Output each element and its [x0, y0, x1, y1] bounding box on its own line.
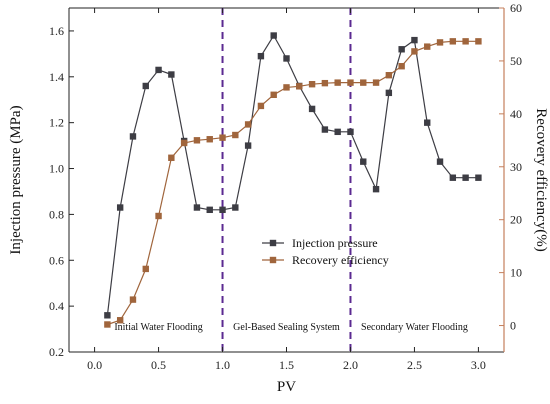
- y-right-tick-label: 50: [510, 54, 522, 68]
- series-2-point: [283, 84, 290, 91]
- phase-dividers: [221, 8, 352, 352]
- x-tick-label: 3.0: [471, 358, 486, 372]
- series-2-point: [308, 81, 316, 88]
- series-1-point: [219, 206, 226, 214]
- series-1-point: [270, 32, 277, 39]
- series-layer: [104, 32, 482, 328]
- series-1-point: [155, 66, 162, 74]
- series-line-2: [107, 40, 479, 326]
- series-2-point: [257, 102, 265, 110]
- series-1-point: [385, 89, 393, 97]
- series-1-point: [168, 71, 175, 78]
- series-1-point: [321, 126, 329, 133]
- series-1-point: [462, 174, 469, 181]
- series-2-point: [334, 79, 341, 86]
- phase-label-2: Gel-Based Sealing System: [233, 322, 340, 333]
- y-right-tick-label: 0: [510, 319, 516, 333]
- x-tick-label: 2.0: [343, 358, 358, 372]
- series-2-point: [398, 63, 405, 70]
- series-2-point: [385, 72, 393, 79]
- series-1-point: [360, 158, 367, 165]
- labels-layer: 0.0 0.5 1.0 1.5 2.0 2.5 3.0 0.2 0.4 0.6 0.8 1.0 1.2 1…: [8, 1, 549, 395]
- series-2-point: [244, 121, 252, 128]
- series-1-point: [308, 105, 316, 113]
- x-tick-label: 2.5: [407, 358, 422, 372]
- series-1-point: [116, 204, 124, 211]
- series-2-point: [206, 136, 213, 143]
- y-left-tick-label: 0.2: [49, 345, 64, 359]
- x-tick-label: 1.0: [215, 358, 230, 372]
- series-2-point: [232, 131, 239, 139]
- series-1-point: [347, 128, 354, 136]
- x-tick-label: 0.0: [87, 358, 102, 372]
- series-2-point: [462, 38, 469, 45]
- y-axis-right-title: Recovery efficiency(%): [533, 108, 549, 251]
- series-1-point: [372, 185, 380, 193]
- y-left-tick-label: 0.6: [49, 253, 64, 267]
- series-1-point: [436, 158, 444, 165]
- y-left-tick-label: 1.6: [49, 24, 64, 38]
- y-right-tick-label: 60: [510, 1, 522, 15]
- x-tick-label: 0.5: [151, 358, 166, 372]
- series-2-point: [193, 137, 201, 144]
- y-right-tick-label: 30: [510, 160, 522, 174]
- series-2-point: [424, 43, 431, 50]
- series-1-point: [206, 206, 213, 214]
- x-tick-label: 1.5: [279, 358, 294, 372]
- series-2-point: [347, 79, 354, 86]
- series-1-point: [334, 128, 341, 136]
- series-2-point: [411, 48, 418, 55]
- series-2-point: [155, 212, 162, 220]
- y-axis-left-title: Injection pressure (MPa): [8, 105, 24, 254]
- series-2-point: [372, 79, 380, 86]
- series-2-point: [168, 154, 175, 161]
- series-2-point: [270, 91, 277, 98]
- series-2-point: [360, 79, 367, 86]
- series-1-point: [283, 55, 290, 62]
- series-2-point: [321, 79, 329, 87]
- series-1-point: [232, 204, 239, 211]
- legend-label-1: Injection pressure: [292, 236, 378, 250]
- series-2-point: [296, 83, 303, 90]
- series-line-1: [106, 34, 479, 316]
- legend-label-2: Recovery efficiency: [292, 253, 389, 267]
- legend-marker-1: [269, 239, 277, 247]
- series-2-point: [180, 139, 188, 147]
- series-1-point: [257, 52, 265, 60]
- y-right-tick-label: 40: [510, 107, 522, 121]
- y-left-tick-label: 1.0: [49, 162, 64, 176]
- series-1-point: [424, 119, 431, 126]
- y-left-tick-label: 0.4: [49, 299, 64, 313]
- y-left-tick-label: 0.8: [49, 207, 64, 221]
- y-left-tick-label: 1.2: [49, 116, 64, 130]
- series-2-point: [142, 265, 149, 273]
- series-2-point: [475, 38, 482, 45]
- series-1-point: [449, 174, 457, 181]
- legend: Injection pressure Recovery efficiency: [262, 236, 389, 267]
- phase-label-1: Initial Water Flooding: [114, 322, 202, 333]
- series-2-point: [104, 321, 111, 328]
- series-1-point: [475, 174, 482, 181]
- series-1-point: [142, 82, 149, 90]
- series-2-point: [129, 296, 137, 303]
- series-1-point: [411, 36, 418, 44]
- series-2-point: [449, 38, 457, 45]
- x-axis-title: PV: [277, 379, 296, 395]
- y-right-tick-label: 10: [510, 266, 522, 280]
- axis-ticks: [69, 7, 504, 353]
- phase-label-3: Secondary Water Flooding: [361, 322, 468, 333]
- series-1-point: [398, 46, 405, 53]
- series-2-point: [116, 317, 124, 324]
- series-2-point: [436, 39, 444, 46]
- y-left-tick-label: 1.4: [49, 70, 64, 84]
- series-1-point: [129, 133, 137, 140]
- series-1-point: [193, 204, 201, 211]
- legend-marker-2: [269, 256, 277, 264]
- series-2-point: [219, 134, 226, 141]
- series-1-point: [244, 142, 252, 149]
- y-right-tick-label: 20: [510, 213, 522, 227]
- series-1-point: [104, 312, 111, 319]
